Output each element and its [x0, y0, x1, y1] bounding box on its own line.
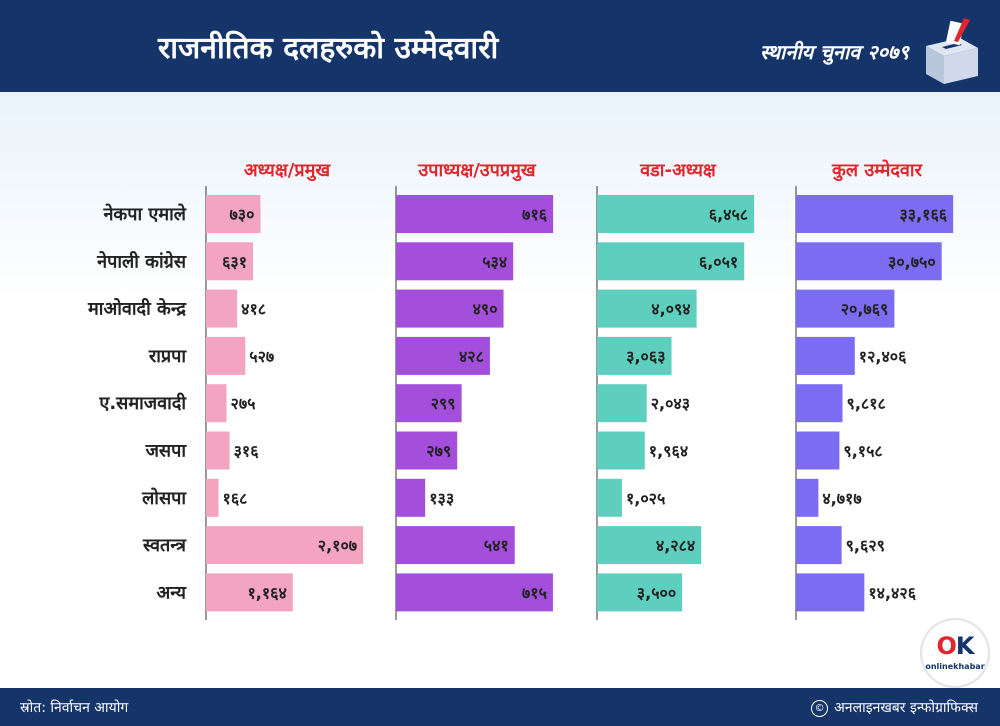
- bar-value-label: ६,०५१: [699, 252, 738, 271]
- bar: [597, 573, 683, 612]
- bar-value-label: ३,५००: [637, 583, 676, 602]
- bar-value-label: ५२७: [249, 347, 274, 366]
- bar-value-label: १,०२५: [626, 489, 665, 508]
- bar: [206, 289, 238, 328]
- bar: [796, 336, 855, 375]
- bar-value-label: ३३,१६६: [899, 205, 947, 224]
- election-brand: स्थानीय चुनाव २०७९: [760, 40, 909, 64]
- bar-value-label: १६८: [223, 489, 248, 508]
- category-label: जसपा: [145, 441, 188, 462]
- credit-text: अनलाइनखबर इन्फोग्राफिक्स: [834, 700, 978, 716]
- bar: [597, 336, 672, 375]
- bar: [396, 478, 426, 517]
- bar: [206, 242, 254, 281]
- bar: [206, 384, 227, 423]
- category-label: माओवादी केन्द्र: [87, 298, 187, 320]
- bar: [796, 289, 895, 328]
- column-heading-3: कुल उम्मेदवार: [831, 159, 923, 182]
- bar-value-label: ९,८१८: [847, 394, 886, 413]
- bar: [206, 431, 230, 470]
- bar: [597, 526, 702, 565]
- copyright-icon: ©: [811, 699, 829, 717]
- bar: [796, 431, 840, 470]
- bar-value-label: ६,४५८: [709, 205, 748, 224]
- bar: [597, 478, 622, 517]
- bar: [396, 526, 515, 565]
- bar-value-label: ९,१५८: [843, 442, 882, 461]
- bar-value-label: ६३१: [222, 252, 247, 271]
- bar: [796, 573, 865, 612]
- bar-value-label: ५४१: [484, 536, 509, 555]
- bar: [206, 336, 246, 375]
- bar: [796, 384, 843, 423]
- candidates-bar-chart: अध्यक्ष/प्रमुख उपाध्यक्ष/उपप्रमुख वडा-अध्य…: [87, 159, 954, 620]
- bar-value-label: ९,६२९: [846, 536, 885, 555]
- bar: [396, 384, 462, 423]
- bar-value-label: २७९: [426, 442, 451, 461]
- bar: [206, 195, 261, 233]
- logo-mark-k: K: [955, 632, 975, 660]
- bar: [597, 195, 755, 233]
- bar: [396, 573, 553, 612]
- header-bar: राजनीतिक दलहरुको उम्मेदवारी स्थानीय चुना…: [0, 0, 1000, 92]
- bar-value-label: १,१६४: [247, 583, 286, 602]
- category-label: नेपाली कांग्रेस: [96, 250, 187, 272]
- bar-value-label: ४९०: [473, 300, 498, 319]
- column-heading-0: अध्यक्ष/प्रमुख: [244, 160, 331, 182]
- page-title: राजनीतिक दलहरुको उम्मेदवारी: [158, 31, 499, 66]
- bar-value-label: ५३४: [482, 252, 507, 271]
- bar-value-label: ७१६: [522, 205, 548, 224]
- bar-value-label: ४१८: [241, 300, 266, 319]
- category-label: अन्य: [156, 582, 187, 603]
- bar-value-label: ३०,७५०: [888, 252, 936, 271]
- bar-value-label: ४,०९४: [651, 300, 690, 319]
- bar: [796, 195, 954, 233]
- category-label: राप्रपा: [148, 346, 187, 367]
- bar-value-label: ३१६: [234, 442, 260, 461]
- category-label: लोसपा: [141, 487, 187, 509]
- bar-value-label: २९९: [431, 394, 456, 413]
- bar-value-label: ३,०६३: [626, 347, 665, 366]
- footer-bar: स्रोत: निर्वाचन आयोग © अनलाइनखबर इन्फोग्र…: [0, 688, 1000, 726]
- bar-value-label: १,९६४: [649, 442, 688, 461]
- bar: [396, 431, 458, 470]
- bar: [796, 242, 942, 281]
- bar: [396, 289, 504, 328]
- category-label: नेकपा एमाले: [102, 203, 186, 225]
- source-note: स्रोत: निर्वाचन आयोग: [20, 700, 129, 716]
- bar: [796, 526, 842, 565]
- bar: [206, 478, 219, 517]
- bar: [597, 384, 647, 423]
- bar-value-label: ४,२८४: [656, 536, 695, 555]
- column-heading-2: वडा-अध्यक्ष: [639, 160, 717, 181]
- bar: [597, 431, 645, 470]
- credit-note: © अनलाइनखबर इन्फोग्राफिक्स: [811, 698, 978, 717]
- bar: [396, 336, 490, 375]
- bar-value-label: ७३०: [229, 205, 254, 224]
- ballot-box-icon: [926, 18, 978, 84]
- bar: [396, 195, 554, 233]
- logo-wordmark: onlinekhabar: [925, 662, 985, 671]
- logo-mark-o: O: [936, 632, 956, 660]
- bar-value-label: १३३: [429, 489, 454, 508]
- bar-value-label: २७५: [231, 394, 256, 413]
- category-label: ए.समाजवादी: [98, 392, 187, 414]
- bar-value-label: २,०४३: [651, 394, 690, 413]
- bar: [206, 573, 293, 612]
- bar-value-label: ७१५: [522, 583, 547, 602]
- bar-value-label: ४,७१७: [822, 489, 861, 508]
- bar-value-label: २,१०७: [318, 536, 357, 555]
- bar: [796, 478, 819, 517]
- onlinekhabar-logo: OK onlinekhabar: [922, 620, 988, 686]
- bar: [206, 526, 364, 565]
- bar-value-label: १४,४२६: [868, 583, 916, 602]
- bar: [396, 242, 514, 281]
- bar-value-label: १२,४०६: [859, 347, 907, 366]
- category-label: स्वतन्त्र: [142, 535, 187, 556]
- column-heading-1: उपाध्यक्ष/उपप्रमुख: [417, 160, 537, 182]
- bar: [597, 289, 697, 328]
- bar-value-label: ४२८: [459, 347, 484, 366]
- bar: [597, 242, 745, 281]
- bar-value-label: २०,७६९: [841, 300, 889, 319]
